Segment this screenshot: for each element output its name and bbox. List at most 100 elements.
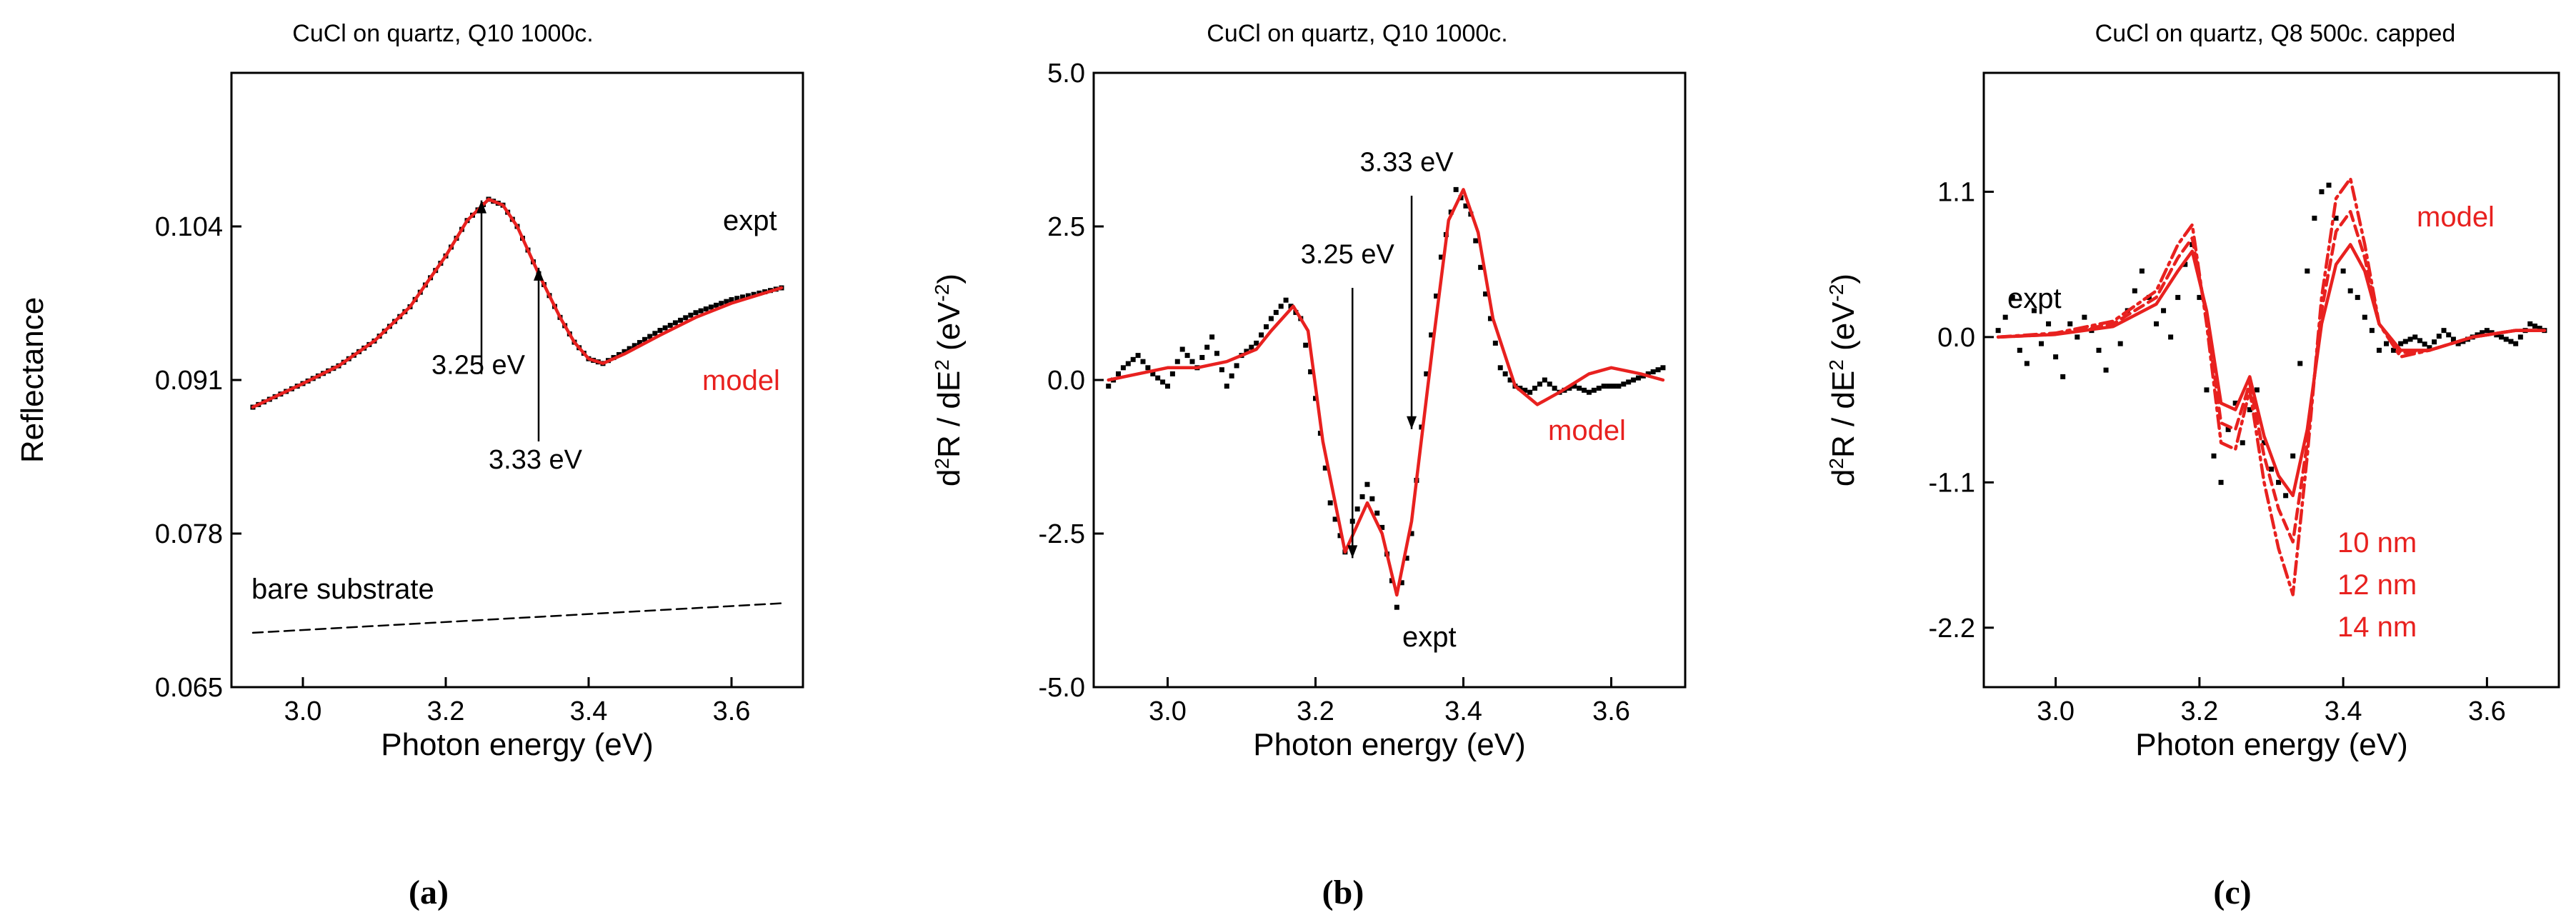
panel-a-xtick-label: 3.6 <box>713 696 751 726</box>
panel-c-expt-point <box>1996 328 2001 333</box>
panel-b-expt-point <box>1607 384 1612 389</box>
panel-b-letter: (b) <box>1322 874 1364 911</box>
panel-c-title: CuCl on quartz, Q8 500c. capped <box>2095 20 2456 47</box>
panel-b-ylabel-d: d <box>932 469 967 486</box>
panel-b-expt-point <box>1626 379 1631 384</box>
panel-b-xtick-label: 3.4 <box>1444 696 1482 726</box>
panel-c-expt-point <box>2327 183 2332 188</box>
panel-c-expt-point <box>2508 339 2513 344</box>
panel-c-expt-point <box>2053 354 2058 359</box>
panel-c-expt-point <box>2355 295 2360 300</box>
panel-b-expt-point <box>1542 378 1547 383</box>
panel-c-x-axis-label: Photon energy (eV) <box>2135 727 2408 762</box>
panel-b-expt-point <box>1126 361 1131 366</box>
panel-b-expt-point <box>1616 384 1621 389</box>
panel-b-expt-point <box>1269 316 1274 321</box>
panel-a-expt-label: expt <box>723 205 777 236</box>
panel-c-ylabel-mid: R / dE <box>1826 371 1861 458</box>
panel-c-expt-point <box>2518 334 2523 339</box>
panel-c-model-label: model <box>2417 201 2495 233</box>
panel-a-expt-point <box>694 310 699 315</box>
panel-c-ylabel-end: ) <box>1826 274 1861 284</box>
panel-c-xtick-label: 3.0 <box>2037 696 2075 726</box>
panel-c-12-nm-line <box>1998 211 2545 541</box>
panel-c-expt-point <box>2046 321 2051 326</box>
panel-b-expt-point <box>1631 378 1636 383</box>
panel-b-ylabel-sup3: -2 <box>931 284 953 302</box>
panel-b-expt-point <box>1592 388 1597 393</box>
panel-b-expt-point <box>1587 390 1592 395</box>
panel-c-expt-point <box>2446 332 2451 337</box>
panel-a-substrate-label: bare substrate <box>251 574 434 605</box>
panel-c-expt-point <box>2527 321 2532 326</box>
panel-b-expt-point <box>1121 365 1126 370</box>
panel-c-expt-point <box>2075 334 2080 339</box>
panel-a-expt-point <box>683 315 688 320</box>
panel-c-expt-point <box>2370 328 2375 333</box>
panel-c-ytick-label: 0.0 <box>1937 323 1975 353</box>
panel-b-expt-point <box>1547 381 1552 386</box>
panel-c-expt-point <box>2499 334 2504 339</box>
panel-b-expt-point <box>1582 388 1587 393</box>
panel-b-expt-point <box>1185 353 1190 358</box>
panel-a-annotation-label: 3.33 eV <box>489 445 583 475</box>
panel-c-expt-point <box>2403 339 2408 344</box>
panel-c-expt-point <box>2305 269 2310 274</box>
panel-c-expt-point <box>2504 336 2509 341</box>
panel-b-expt-point <box>1503 371 1508 376</box>
panel-a-ytick-label: 0.091 <box>155 366 223 396</box>
panel-b-annotation-label: 3.25 eV <box>1301 240 1395 270</box>
panel-b-ylabel-sup1: 2 <box>931 458 953 469</box>
panel-b-expt-point <box>1234 363 1239 368</box>
panel-c-expt-point <box>2154 321 2159 326</box>
panel-b-expt-point <box>1175 359 1180 364</box>
panel-c-ylabel-sup1: 2 <box>1825 458 1847 469</box>
panel-c-expt-point <box>2240 440 2245 445</box>
panel-b-expt-point <box>1537 381 1542 386</box>
panel-c-expt-point <box>2391 348 2396 353</box>
panel-c-plot-frame <box>1984 73 2559 687</box>
panel-b-expt-point <box>1660 365 1665 370</box>
panel-b-expt-point <box>1394 605 1399 610</box>
panel-b-expt-point <box>1190 359 1195 364</box>
panel-b-expt-point <box>1116 371 1121 376</box>
panel-b-expt-point <box>1214 351 1219 356</box>
panel-b-expt-point <box>1374 511 1379 516</box>
panel-c-expt-point <box>2025 361 2030 366</box>
panel-b-expt-point <box>1577 386 1582 391</box>
panel-b-ylabel-unit: (eV <box>932 301 967 359</box>
panel-a-title: CuCl on quartz, Q10 1000c. <box>292 20 593 47</box>
panel-b-expt-point <box>1284 298 1289 303</box>
panel-b-y-axis-label: d2R / dE2 (eV-2) <box>931 274 967 486</box>
panel-b-expt-point <box>1165 384 1170 389</box>
figure: CuCl on quartz, Q10 1000c. 3.0 3.2 3.4 3.6 0… <box>0 0 2576 920</box>
panel-b-expt-point <box>1106 384 1111 389</box>
panel-c-ylabel-d: d <box>1826 469 1861 486</box>
panel-b-expt-point <box>1552 386 1557 391</box>
panel-c-expt-label: expt <box>2007 283 2062 314</box>
panel-c-expt-point <box>2312 216 2317 221</box>
panel-a-x-axis-label: Photon energy (eV) <box>381 727 654 762</box>
panel-c-ylabel-sup3: -2 <box>1825 284 1847 302</box>
panel-c-expt-point <box>2442 328 2447 333</box>
panel-b-annotation-arrowhead <box>1347 545 1357 558</box>
panel-c-expt-point <box>2384 341 2389 346</box>
panel-b-ytick-label: -2.5 <box>1039 519 1085 549</box>
panel-b-xtick-label: 3.2 <box>1297 696 1334 726</box>
panel-a-expt-point <box>709 304 714 309</box>
panel-c-expt-point <box>2513 341 2518 346</box>
panel-b-expt-point <box>1170 371 1175 376</box>
panel-b-ytick-label: -5.0 <box>1039 673 1085 703</box>
panel-a-model-label: model <box>702 365 780 396</box>
panel-c-ytick-label: -1.1 <box>1929 468 1975 498</box>
panel-c-expt-point <box>2532 324 2537 329</box>
panel-b-expt-point <box>1274 310 1279 315</box>
panel-b-expt-point <box>1611 384 1616 389</box>
panel-b-expt-point <box>1369 496 1374 501</box>
panel-b-expt-point <box>1532 386 1537 391</box>
panel-c-thickness-12nm: 12 nm <box>2337 569 2417 601</box>
panel-b-expt-point <box>1527 390 1532 395</box>
panel-b-ylabel-sup2: 2 <box>931 359 953 371</box>
panel-b-xtick-label: 3.0 <box>1149 696 1187 726</box>
panel-b-expt-point <box>1279 304 1284 309</box>
